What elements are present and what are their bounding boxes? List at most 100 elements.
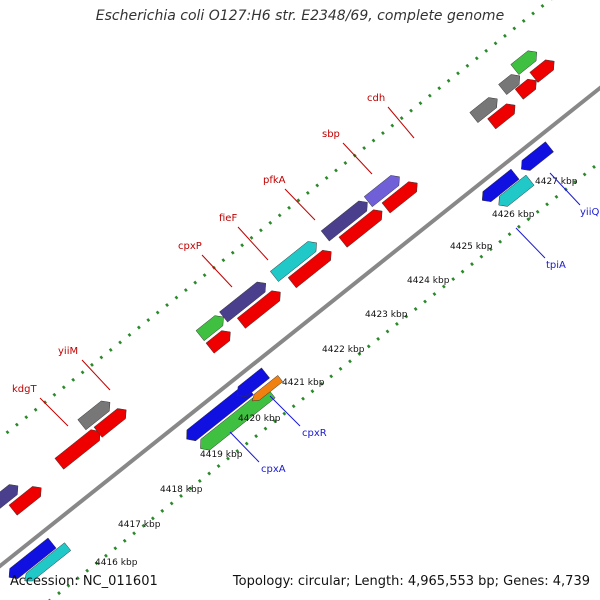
gene-label-yiiQ: yiiQ xyxy=(580,207,599,218)
scale-dot-upper xyxy=(99,355,104,360)
scale-dot-lower xyxy=(432,292,437,297)
scale-dot-upper xyxy=(334,168,338,173)
gene-arrow-yiiM[interactable] xyxy=(77,400,111,431)
scale-dot-upper xyxy=(493,41,498,46)
scale-dot-lower xyxy=(394,322,399,326)
scale-dot-upper xyxy=(90,362,94,367)
label-leader-line xyxy=(342,142,373,175)
gene-label-yiiM: yiiM xyxy=(58,346,78,357)
label-leader-line xyxy=(284,188,316,221)
gene-arrow[interactable] xyxy=(8,537,57,579)
scale-dot-lower xyxy=(488,247,493,252)
scale-dot-lower xyxy=(188,486,193,491)
scale-dot-upper xyxy=(456,71,460,76)
gene-arrow-kdgT[interactable] xyxy=(0,484,19,512)
scale-dot-upper xyxy=(230,250,235,255)
gene-label-cdh: cdh xyxy=(367,93,385,104)
scale-dot-lower xyxy=(441,284,446,289)
gene-arrow[interactable] xyxy=(93,408,127,438)
scale-dot-lower xyxy=(291,404,296,409)
gene-arrow[interactable] xyxy=(469,97,498,124)
scale-dot-lower xyxy=(226,456,230,461)
gene-arrow[interactable] xyxy=(529,59,555,83)
scale-dot-lower xyxy=(366,344,371,349)
gene-arrow-tpiA[interactable] xyxy=(481,168,520,202)
gene-arrow[interactable] xyxy=(8,486,42,516)
gene-arrow[interactable] xyxy=(236,290,281,329)
gene-arrow[interactable] xyxy=(381,181,418,214)
gene-arrow-cpxP[interactable] xyxy=(195,315,224,342)
scale-dot-upper xyxy=(5,430,10,435)
scale-dot-lower xyxy=(385,329,390,334)
scale-dot-upper xyxy=(118,340,123,345)
scale-dot-lower xyxy=(507,232,512,237)
gene-arrow-cdh[interactable] xyxy=(363,175,400,208)
scale-tick-label: 4418 kbp xyxy=(160,485,203,495)
scale-dot-upper xyxy=(427,93,432,98)
scale-dot-lower xyxy=(169,501,174,506)
strand-line xyxy=(0,85,600,569)
scale-tick-label: 4424 kbp xyxy=(407,276,450,286)
gene-arrow[interactable] xyxy=(251,375,284,402)
scale-dot-lower xyxy=(582,172,587,177)
gene-arrow[interactable] xyxy=(205,330,231,354)
gene-arrow[interactable] xyxy=(498,174,535,207)
scale-dot-upper xyxy=(108,347,113,352)
gene-arrow-sbp[interactable] xyxy=(320,200,368,242)
scale-dot-upper xyxy=(371,138,376,143)
gene-label-cpxP: cpxP xyxy=(178,241,202,252)
gene-arrow[interactable] xyxy=(287,249,332,289)
scale-dot-upper xyxy=(521,18,526,23)
scale-dot-upper xyxy=(484,48,489,53)
scale-dot-upper xyxy=(136,325,141,330)
scale-dot-lower xyxy=(94,561,99,566)
scale-dot-lower xyxy=(423,299,427,304)
scale-dot-upper xyxy=(202,273,207,278)
gene-arrow[interactable] xyxy=(24,542,72,582)
label-leader-line xyxy=(515,227,546,259)
scale-dot-upper xyxy=(381,131,385,136)
scale-dot-upper xyxy=(174,295,179,300)
scale-dot-lower xyxy=(329,374,334,379)
gene-arrow[interactable] xyxy=(487,103,516,130)
scale-dot-upper xyxy=(165,303,169,308)
scale-dot-lower xyxy=(498,239,503,244)
scale-dot-lower xyxy=(357,351,362,356)
gene-arrow[interactable] xyxy=(338,209,383,248)
label-leader-line xyxy=(387,106,415,139)
scale-dot-lower xyxy=(244,441,249,446)
scale-dot-lower xyxy=(310,389,315,394)
scale-tick-label: 4421 kbp xyxy=(282,378,325,388)
scale-dot-upper xyxy=(399,116,404,121)
scale-dot-lower xyxy=(460,269,465,274)
scale-dot-lower xyxy=(573,179,578,184)
scale-dot-lower xyxy=(75,576,80,581)
label-leader-line xyxy=(237,226,269,261)
gene-arrow[interactable] xyxy=(498,74,521,95)
gene-label-fieF: fieF xyxy=(219,213,237,224)
scale-dot-lower xyxy=(301,396,305,401)
gene-label-cpxR: cpxR xyxy=(302,428,327,439)
gene-arrow[interactable] xyxy=(54,429,101,470)
scale-dot-upper xyxy=(33,407,38,412)
gene-arrow-pfkA[interactable] xyxy=(269,241,317,282)
scale-dot-lower xyxy=(263,426,268,431)
scale-dot-upper xyxy=(315,183,320,188)
gene-arrow-yiiQ[interactable] xyxy=(521,141,554,171)
gene-arrow[interactable] xyxy=(510,50,537,75)
label-leader-line xyxy=(549,172,581,206)
scale-dot-lower xyxy=(348,359,352,364)
scale-tick-label: 4420 kbp xyxy=(238,414,281,424)
gene-arrow-cpxR[interactable] xyxy=(237,367,270,398)
gene-arrow-cpxA[interactable] xyxy=(186,383,254,442)
scale-dot-lower xyxy=(282,411,287,416)
scale-dot-lower xyxy=(150,516,155,521)
scale-dot-upper xyxy=(127,333,132,337)
scale-dot-lower xyxy=(535,209,540,214)
scale-dot-lower xyxy=(319,381,324,386)
scale-dot-lower xyxy=(113,546,118,551)
scale-tick-label: 4417 kbp xyxy=(118,520,161,530)
gene-arrow-fieF[interactable] xyxy=(219,281,267,323)
accession-text: Accession: NC_011601 xyxy=(10,574,158,589)
gene-arrow[interactable] xyxy=(514,78,537,100)
